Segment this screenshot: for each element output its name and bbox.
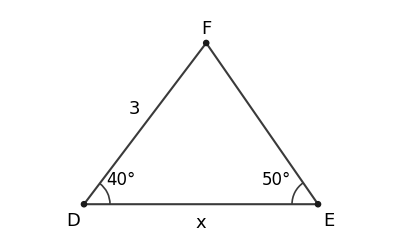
Text: 50°: 50°	[261, 171, 290, 189]
Circle shape	[81, 202, 86, 207]
Text: 40°: 40°	[106, 171, 135, 189]
Text: 3: 3	[129, 100, 140, 118]
Text: F: F	[200, 21, 211, 38]
Text: x: x	[195, 214, 206, 232]
Circle shape	[315, 202, 320, 207]
Circle shape	[203, 40, 208, 45]
Text: E: E	[322, 212, 334, 230]
Text: D: D	[66, 212, 80, 230]
